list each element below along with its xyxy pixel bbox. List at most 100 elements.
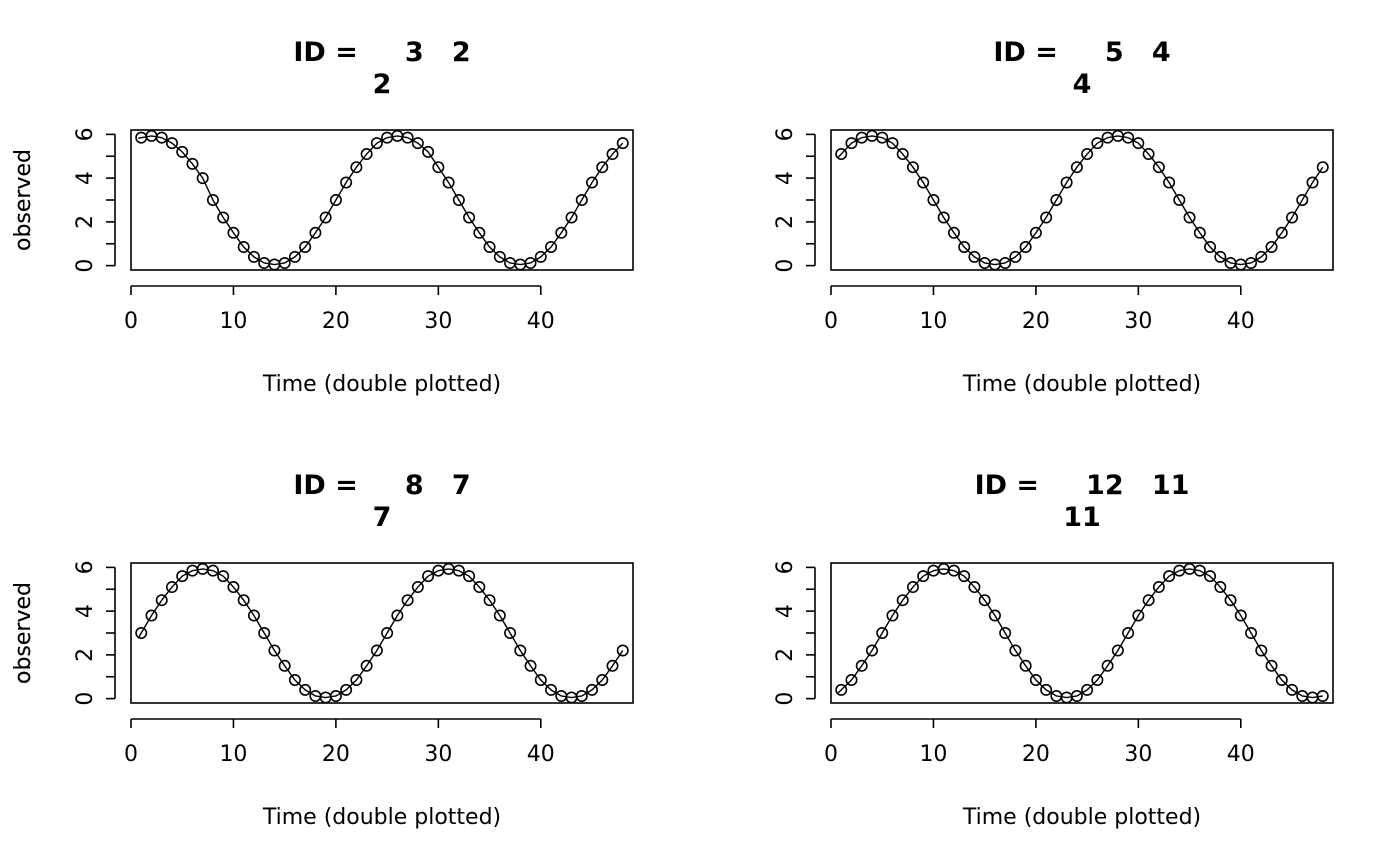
x-tick-label: 40 bbox=[1227, 742, 1255, 767]
data-point bbox=[1224, 594, 1237, 607]
data-point bbox=[524, 256, 537, 269]
data-point bbox=[329, 689, 342, 702]
data-point bbox=[1029, 226, 1042, 239]
data-point bbox=[1152, 581, 1165, 594]
y-tick-label: 6 bbox=[773, 560, 798, 574]
y-tick-label: 4 bbox=[773, 604, 798, 618]
data-point bbox=[473, 581, 486, 594]
data-point bbox=[1111, 644, 1124, 657]
data-point bbox=[1316, 161, 1329, 174]
data-point bbox=[514, 644, 527, 657]
data-point bbox=[947, 564, 960, 577]
data-point bbox=[835, 148, 848, 161]
data-point bbox=[493, 250, 506, 263]
data-point bbox=[1316, 689, 1329, 702]
data-point bbox=[1142, 148, 1155, 161]
plot-frame bbox=[130, 129, 634, 271]
data-point bbox=[988, 609, 1001, 622]
data-point bbox=[1255, 644, 1268, 657]
data-point bbox=[1122, 131, 1135, 144]
data-point bbox=[876, 626, 889, 639]
data-point bbox=[958, 241, 971, 254]
y-tick-label: 6 bbox=[73, 560, 98, 574]
data-point bbox=[1019, 659, 1032, 672]
data-point bbox=[452, 194, 465, 207]
data-point bbox=[886, 609, 899, 622]
data-point bbox=[452, 564, 465, 577]
data-point bbox=[442, 176, 455, 189]
panel-title-line1: ID = 12 11 bbox=[975, 470, 1190, 501]
data-point bbox=[1040, 683, 1053, 696]
data-point bbox=[1214, 250, 1227, 263]
data-point bbox=[483, 241, 496, 254]
data-point bbox=[504, 626, 517, 639]
data-point bbox=[1286, 211, 1299, 224]
data-point bbox=[493, 609, 506, 622]
data-point bbox=[135, 626, 148, 639]
data-point bbox=[545, 683, 558, 696]
data-point bbox=[329, 194, 342, 207]
data-point bbox=[1193, 226, 1206, 239]
data-point bbox=[1091, 137, 1104, 150]
data-point bbox=[999, 256, 1012, 269]
x-tick-label: 40 bbox=[527, 309, 555, 334]
data-point bbox=[1306, 176, 1319, 189]
data-point bbox=[268, 644, 281, 657]
data-point bbox=[616, 137, 629, 150]
data-point bbox=[237, 594, 250, 607]
series-line bbox=[138, 135, 624, 266]
data-point bbox=[370, 137, 383, 150]
data-point bbox=[1142, 594, 1155, 607]
data-point bbox=[401, 594, 414, 607]
data-point bbox=[411, 581, 424, 594]
data-point bbox=[1101, 659, 1114, 672]
data-point bbox=[340, 176, 353, 189]
y-tick-label: 2 bbox=[73, 215, 98, 229]
data-point bbox=[176, 570, 189, 583]
data-point bbox=[968, 250, 981, 263]
plot-frame bbox=[830, 562, 1334, 704]
data-point bbox=[309, 226, 322, 239]
data-point bbox=[616, 644, 629, 657]
data-point bbox=[217, 570, 230, 583]
y-tick-label: 0 bbox=[73, 259, 98, 273]
data-point bbox=[258, 626, 271, 639]
data-point bbox=[958, 570, 971, 583]
data-point bbox=[227, 581, 240, 594]
x-tick-label: 20 bbox=[322, 309, 350, 334]
panel-title-line1: ID = 5 4 bbox=[993, 37, 1170, 68]
data-point bbox=[206, 194, 219, 207]
x-tick-label: 40 bbox=[1227, 309, 1255, 334]
panel-title-line2: 4 bbox=[1073, 69, 1092, 100]
x-tick-label: 20 bbox=[1022, 742, 1050, 767]
data-point bbox=[1265, 241, 1278, 254]
data-point bbox=[1234, 609, 1247, 622]
data-point bbox=[165, 581, 178, 594]
y-tick-label: 6 bbox=[773, 127, 798, 141]
panel-title-line1: ID = 8 7 bbox=[293, 470, 470, 501]
data-point bbox=[534, 674, 547, 687]
y-tick-label: 6 bbox=[73, 127, 98, 141]
data-point bbox=[927, 194, 940, 207]
y-axis-label: observed bbox=[11, 149, 36, 251]
data-point bbox=[917, 570, 930, 583]
data-point bbox=[422, 145, 435, 158]
data-point bbox=[1009, 250, 1022, 263]
panel-3: ID = 8 77 0 10 20 30 40 0 2 4 6 Time (double plott… bbox=[11, 470, 634, 830]
data-point bbox=[534, 250, 547, 263]
data-point bbox=[1163, 570, 1176, 583]
data-point bbox=[896, 148, 909, 161]
x-axis-label: Time (double plotted) bbox=[962, 372, 1201, 397]
data-point bbox=[876, 131, 889, 144]
data-point bbox=[360, 148, 373, 161]
data-point bbox=[896, 594, 909, 607]
data-point bbox=[247, 250, 260, 263]
x-tick-label: 0 bbox=[824, 742, 838, 767]
data-point bbox=[575, 194, 588, 207]
series-line bbox=[837, 135, 1324, 266]
x-tick-label: 30 bbox=[1124, 742, 1152, 767]
data-point bbox=[217, 211, 230, 224]
data-point bbox=[968, 581, 981, 594]
